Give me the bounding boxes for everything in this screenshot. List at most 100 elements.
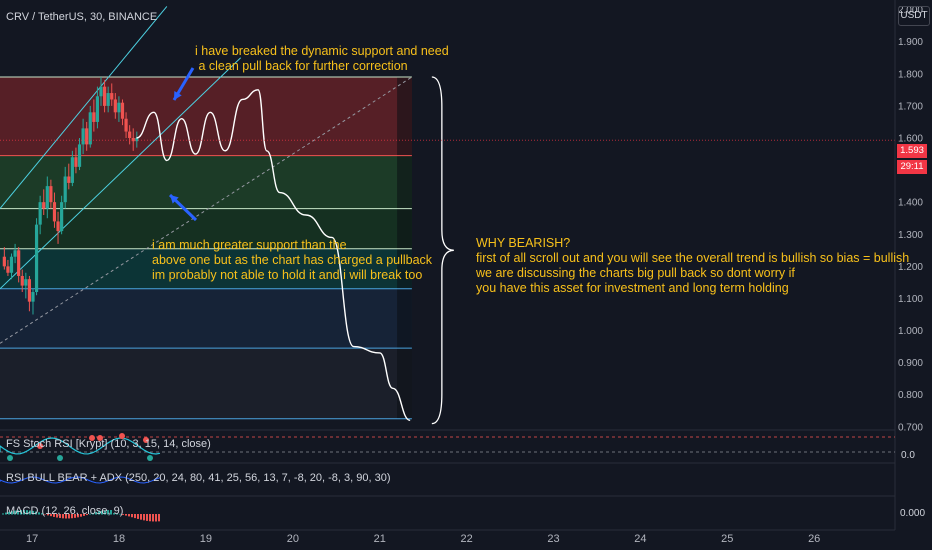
macd-bar — [20, 510, 22, 515]
macd-bar — [89, 513, 91, 515]
x-tick-label: 26 — [808, 533, 820, 545]
macd-bar — [104, 510, 106, 515]
y-tick-label: 1.700 — [898, 101, 923, 112]
candle-body — [92, 112, 96, 122]
macd-bar — [71, 514, 73, 519]
macd-bar — [74, 514, 76, 518]
x-tick-label: 17 — [26, 533, 38, 545]
macd-bar — [119, 513, 121, 515]
candle-body — [38, 202, 42, 225]
macd-bar — [29, 510, 31, 515]
x-tick-label: 18 — [113, 533, 125, 545]
x-tick-label: 21 — [374, 533, 386, 545]
macd-bar — [140, 514, 142, 520]
candle-body — [34, 224, 39, 293]
stoch-signal-dot — [37, 443, 43, 449]
candle-body — [99, 86, 103, 97]
stoch-signal-dot — [89, 435, 95, 441]
macd-bar — [8, 511, 10, 515]
macd-bar — [56, 514, 58, 518]
macd-bar — [80, 514, 82, 517]
macd-label[interactable]: MACD (12, 26, close, 9) — [6, 505, 124, 517]
candle-body — [13, 250, 17, 257]
zone-5 — [0, 348, 412, 419]
note-why-bearish: WHY BEARISH? first of all scroll out and… — [476, 236, 910, 295]
arrow-dynamic-support — [172, 67, 195, 101]
candle-body — [135, 137, 139, 142]
candle-body — [20, 275, 24, 286]
candle-body — [49, 186, 53, 203]
y-tick-label: 1.900 — [898, 37, 923, 48]
candle-body — [52, 202, 57, 222]
macd-bar — [23, 510, 25, 515]
candle-body — [95, 96, 100, 122]
macd-bar — [134, 514, 136, 519]
y-tick-label: 0.700 — [898, 422, 923, 433]
macd-bar — [2, 513, 4, 515]
candle-body — [74, 157, 78, 167]
candle-body — [88, 112, 92, 145]
candle-body — [120, 102, 125, 119]
macd-bar — [32, 510, 34, 515]
macd-bar — [122, 514, 124, 515]
y-tick-label: 1.300 — [898, 230, 923, 241]
macd-bar — [116, 513, 118, 515]
candle-body — [70, 157, 74, 183]
zone-2 — [0, 208, 412, 249]
zone-0 — [0, 77, 412, 156]
candle-body — [24, 279, 28, 286]
macd-bar — [47, 514, 49, 516]
candle-body — [6, 266, 10, 273]
macd-bar — [155, 514, 157, 522]
symbol-title[interactable]: CRV / TetherUS, 30, BINANCE — [6, 11, 158, 23]
x-tick-label: 25 — [721, 533, 733, 545]
macd-bar — [92, 512, 94, 515]
macd-bar — [17, 510, 19, 515]
currency-label[interactable]: USDT — [898, 6, 930, 26]
candle-body — [67, 176, 71, 183]
macd-bar — [65, 514, 67, 519]
projection-shade — [397, 77, 412, 419]
last-price-label: 1.593 — [897, 144, 927, 158]
macd-axis-label: 0.000 — [900, 508, 926, 519]
stoch-rsi-label[interactable]: FS Stoch RSI [Krypt] (10, 3, 15, 14, clo… — [6, 438, 211, 450]
candle-body — [110, 93, 114, 100]
stoch-signal-dot — [143, 437, 149, 443]
candle-body — [81, 128, 85, 145]
macd-bar — [137, 514, 139, 519]
macd-bar — [5, 512, 7, 515]
macd-bar — [131, 514, 133, 518]
stoch-signal-dot — [147, 455, 153, 461]
candle-body — [63, 176, 67, 203]
note-greater-support: i am much greater support than the above… — [152, 238, 433, 282]
macd-bar — [107, 510, 109, 515]
candle-body — [27, 279, 32, 302]
macd-bar — [125, 514, 127, 516]
macd-bar — [62, 514, 64, 519]
macd-bar — [44, 514, 46, 515]
x-tick-label: 19 — [200, 533, 212, 545]
candle-body — [9, 256, 14, 273]
macd-bar — [152, 514, 154, 522]
countdown-label: 29:11 — [897, 160, 927, 174]
zone-4 — [0, 288, 412, 349]
stoch-signal-dot — [57, 455, 63, 461]
macd-bar — [158, 514, 160, 522]
projection-path — [136, 89, 411, 422]
candle-body — [31, 292, 35, 302]
candle-body — [2, 256, 6, 267]
macd-bar — [53, 514, 55, 517]
y-tick-label: 1.000 — [898, 326, 923, 337]
rsi-adx-label[interactable]: RSI BULL BEAR + ADX (250, 20, 24, 80, 41… — [6, 472, 391, 484]
macd-bar — [110, 510, 112, 515]
stoch-axis-label: 0.0 — [901, 450, 915, 461]
y-tick-label: 2.000 — [898, 5, 923, 16]
stoch-signal-dot — [7, 455, 13, 461]
candle-body — [45, 186, 49, 209]
candle-body — [106, 93, 110, 106]
candle-body — [42, 202, 46, 209]
candle-body — [124, 118, 128, 132]
candle-body — [85, 128, 89, 145]
candle-body — [128, 131, 132, 138]
